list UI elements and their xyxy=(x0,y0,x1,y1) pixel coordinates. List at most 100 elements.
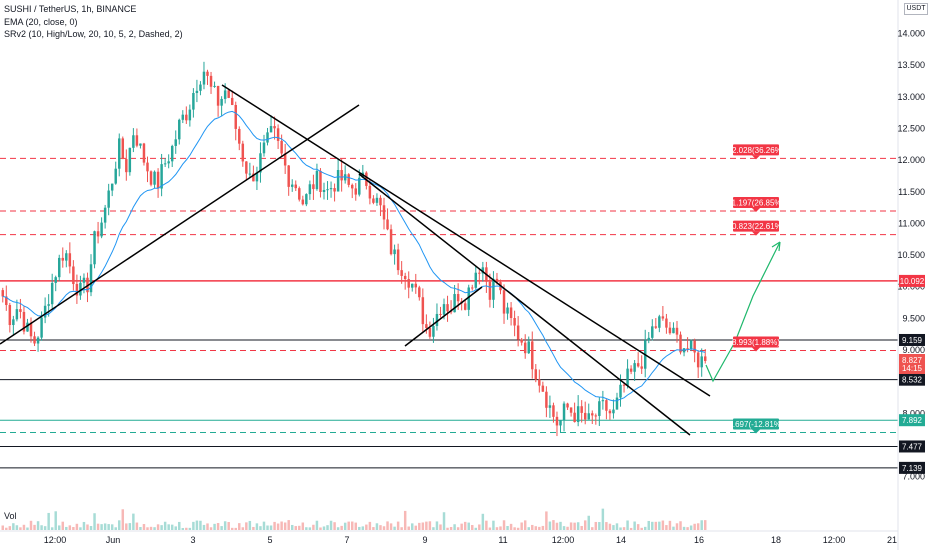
candle-body xyxy=(583,412,587,420)
candle-body xyxy=(679,334,682,353)
candle-body xyxy=(170,145,174,162)
volume-bar xyxy=(622,527,626,530)
price-axis-level-label: 7.892 xyxy=(902,416,923,425)
volume-bar xyxy=(545,511,548,530)
volume-bar xyxy=(516,527,520,530)
volume-bar xyxy=(135,522,139,530)
time-tick-label: 12:00 xyxy=(552,535,575,545)
volume-bar xyxy=(548,521,552,530)
candle-body xyxy=(686,348,689,350)
volume-bar xyxy=(555,522,559,530)
level-tag xyxy=(733,196,779,208)
volume-bar xyxy=(460,523,463,530)
candle-body xyxy=(259,153,262,173)
volume-bar xyxy=(453,524,456,530)
volume-bar xyxy=(615,523,619,530)
candle-body xyxy=(689,340,693,349)
srv2-indicator-label[interactable]: SRv2 (10, High/Low, 20, 10, 5, 2, Dashed… xyxy=(4,29,183,39)
volume-bar xyxy=(312,524,315,530)
volume-bar xyxy=(478,524,481,530)
candle-body xyxy=(661,316,665,319)
trend-line-support-2[interactable] xyxy=(404,286,483,347)
ema-line xyxy=(2,110,706,402)
volume-bar xyxy=(82,521,86,530)
candle-body xyxy=(142,143,146,163)
level-tag-label: 11.197(26.85%) xyxy=(728,198,785,207)
candle-body xyxy=(298,188,301,200)
candle-body xyxy=(132,135,135,148)
price-axis-level-label: 10.092 xyxy=(900,277,925,286)
volume-bar xyxy=(209,527,213,530)
volume-bar xyxy=(396,521,400,530)
volume-bar xyxy=(696,523,700,530)
volume-bar xyxy=(336,527,340,530)
candle-body xyxy=(26,322,29,332)
currency-button[interactable]: USDT xyxy=(904,3,928,15)
ema-indicator-label[interactable]: EMA (20, close, 0) xyxy=(4,16,78,27)
volume-bar xyxy=(305,527,308,530)
candle-body xyxy=(474,272,478,288)
trend-line-resistance-2[interactable] xyxy=(358,173,691,436)
price-axis-level-label: 7.139 xyxy=(902,464,923,473)
volume-bar xyxy=(227,522,230,530)
volume-bar xyxy=(308,527,312,530)
volume-bar xyxy=(86,524,89,530)
volume-bar xyxy=(502,520,506,530)
volume-bar xyxy=(643,526,647,530)
volume-bar xyxy=(22,524,26,530)
volume-bar xyxy=(456,527,460,530)
candle-body xyxy=(463,303,467,310)
volume-bar xyxy=(241,527,245,530)
trend-lines[interactable] xyxy=(0,84,781,436)
volume-bar xyxy=(439,524,442,530)
volume-bar xyxy=(640,527,643,530)
symbol-title[interactable]: SUSHI / TetherUS, 1h, BINANCE xyxy=(4,4,137,14)
volume-bar xyxy=(601,508,605,530)
volume-bar xyxy=(238,523,241,530)
time-axis[interactable]: 12:00 Jun 3 5 7 9 11 12:00 14 16 18 12:00 21 xyxy=(44,535,897,545)
price-axis[interactable]: 14.000 13.500 13.000 12.500 12.000 11.500 11.0… xyxy=(897,28,925,481)
candle-body xyxy=(213,85,216,87)
price-axis-level-badge xyxy=(899,333,925,346)
candle-body xyxy=(241,143,245,162)
price-tick-label: 11.000 xyxy=(898,218,925,228)
volume-bar xyxy=(531,524,534,530)
volume-bar xyxy=(121,509,125,530)
volume-bar xyxy=(72,527,75,530)
price-axis-level-badge xyxy=(899,414,925,427)
volume-bar xyxy=(633,521,636,530)
candle-body xyxy=(347,174,350,185)
volume-bar xyxy=(583,520,587,530)
volume-bar xyxy=(573,522,576,530)
candle-body xyxy=(230,97,234,106)
volume-bar xyxy=(153,527,156,530)
volume-bar xyxy=(8,526,12,530)
trend-line-support-1[interactable] xyxy=(0,104,360,345)
candle-body xyxy=(506,307,509,314)
volume-bar xyxy=(255,523,259,530)
time-tick-label: 21 xyxy=(887,535,897,545)
candle-body xyxy=(269,126,273,133)
trend-line-resistance-1[interactable] xyxy=(221,84,711,397)
candle-body xyxy=(421,297,425,325)
volume-bar xyxy=(68,525,72,530)
volume-bar xyxy=(411,523,414,530)
volume-bar xyxy=(485,520,488,530)
candle-body xyxy=(622,384,626,386)
candle-body xyxy=(68,253,72,267)
volume-bar xyxy=(220,526,223,530)
volume-bar xyxy=(421,522,425,530)
candle-body xyxy=(199,84,202,91)
level-tags: 12.028(36.26%) 11.197(26.85%) 10.823(22.61… xyxy=(728,144,785,434)
candle-body xyxy=(478,272,481,274)
volume-bar xyxy=(672,526,675,530)
volume-bar xyxy=(626,520,629,530)
level-tag-label: 10.823(22.61%) xyxy=(728,222,785,231)
volume-bar xyxy=(167,524,170,530)
volume-bar xyxy=(686,527,689,530)
candle-body xyxy=(439,313,442,315)
volume-bar xyxy=(5,527,8,530)
candle-body xyxy=(29,322,33,337)
bar-countdown-label: 14:15 xyxy=(902,364,923,373)
